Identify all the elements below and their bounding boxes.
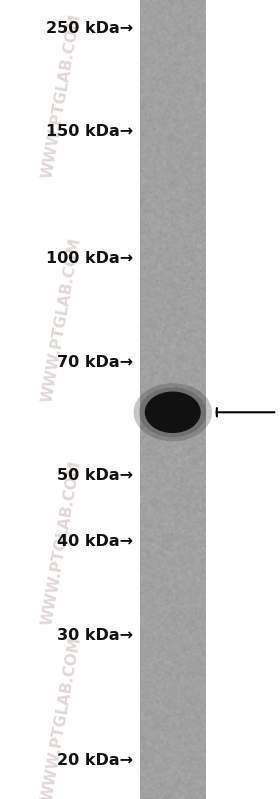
Text: 40 kDa→: 40 kDa→ xyxy=(57,535,133,549)
Text: WWW.PTGLAB.COM: WWW.PTGLAB.COM xyxy=(40,635,83,799)
Text: 70 kDa→: 70 kDa→ xyxy=(57,356,133,370)
Text: 50 kDa→: 50 kDa→ xyxy=(57,468,133,483)
Ellipse shape xyxy=(145,392,201,433)
Ellipse shape xyxy=(139,388,206,437)
Text: WWW.PTGLAB.COM: WWW.PTGLAB.COM xyxy=(40,236,83,403)
Text: 250 kDa→: 250 kDa→ xyxy=(46,22,133,36)
Text: WWW.PTGLAB.COM: WWW.PTGLAB.COM xyxy=(40,459,83,627)
Text: 150 kDa→: 150 kDa→ xyxy=(46,124,133,138)
Text: 20 kDa→: 20 kDa→ xyxy=(57,753,133,768)
Text: WWW.PTGLAB.COM: WWW.PTGLAB.COM xyxy=(40,12,83,180)
Text: 100 kDa→: 100 kDa→ xyxy=(46,251,133,265)
Text: 30 kDa→: 30 kDa→ xyxy=(57,628,133,642)
Ellipse shape xyxy=(134,384,212,441)
